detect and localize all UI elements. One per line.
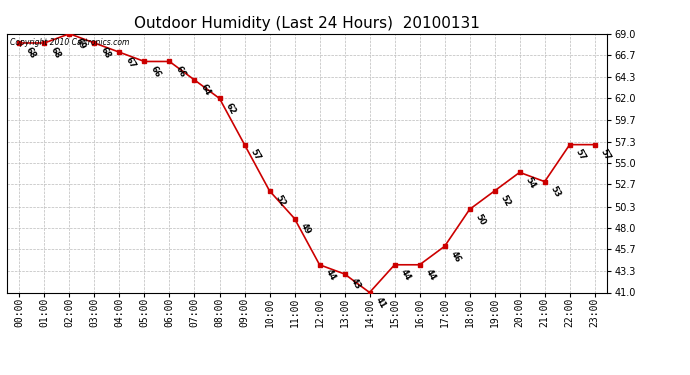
- Text: 54: 54: [524, 175, 538, 190]
- Text: 64: 64: [199, 83, 213, 98]
- Text: 57: 57: [248, 147, 262, 162]
- Text: 44: 44: [324, 267, 337, 282]
- Text: 43: 43: [348, 277, 362, 291]
- Text: 44: 44: [424, 267, 437, 282]
- Text: Copyright 2010 Cartronics.com: Copyright 2010 Cartronics.com: [10, 38, 129, 46]
- Text: 44: 44: [399, 267, 413, 282]
- Text: 53: 53: [549, 184, 562, 199]
- Text: 62: 62: [224, 101, 237, 116]
- Text: 52: 52: [499, 194, 513, 208]
- Text: 66: 66: [174, 64, 187, 79]
- Text: 68: 68: [23, 46, 37, 60]
- Text: 66: 66: [148, 64, 162, 79]
- Text: 68: 68: [48, 46, 62, 60]
- Text: 69: 69: [74, 36, 87, 51]
- Title: Outdoor Humidity (Last 24 Hours)  20100131: Outdoor Humidity (Last 24 Hours) 2010013…: [134, 16, 480, 31]
- Text: 67: 67: [124, 55, 137, 70]
- Text: 50: 50: [474, 212, 487, 226]
- Text: 49: 49: [299, 221, 313, 236]
- Text: 46: 46: [448, 249, 462, 264]
- Text: 52: 52: [274, 194, 287, 208]
- Text: 57: 57: [599, 147, 613, 162]
- Text: 68: 68: [99, 46, 112, 60]
- Text: 57: 57: [574, 147, 587, 162]
- Text: 41: 41: [374, 295, 387, 310]
